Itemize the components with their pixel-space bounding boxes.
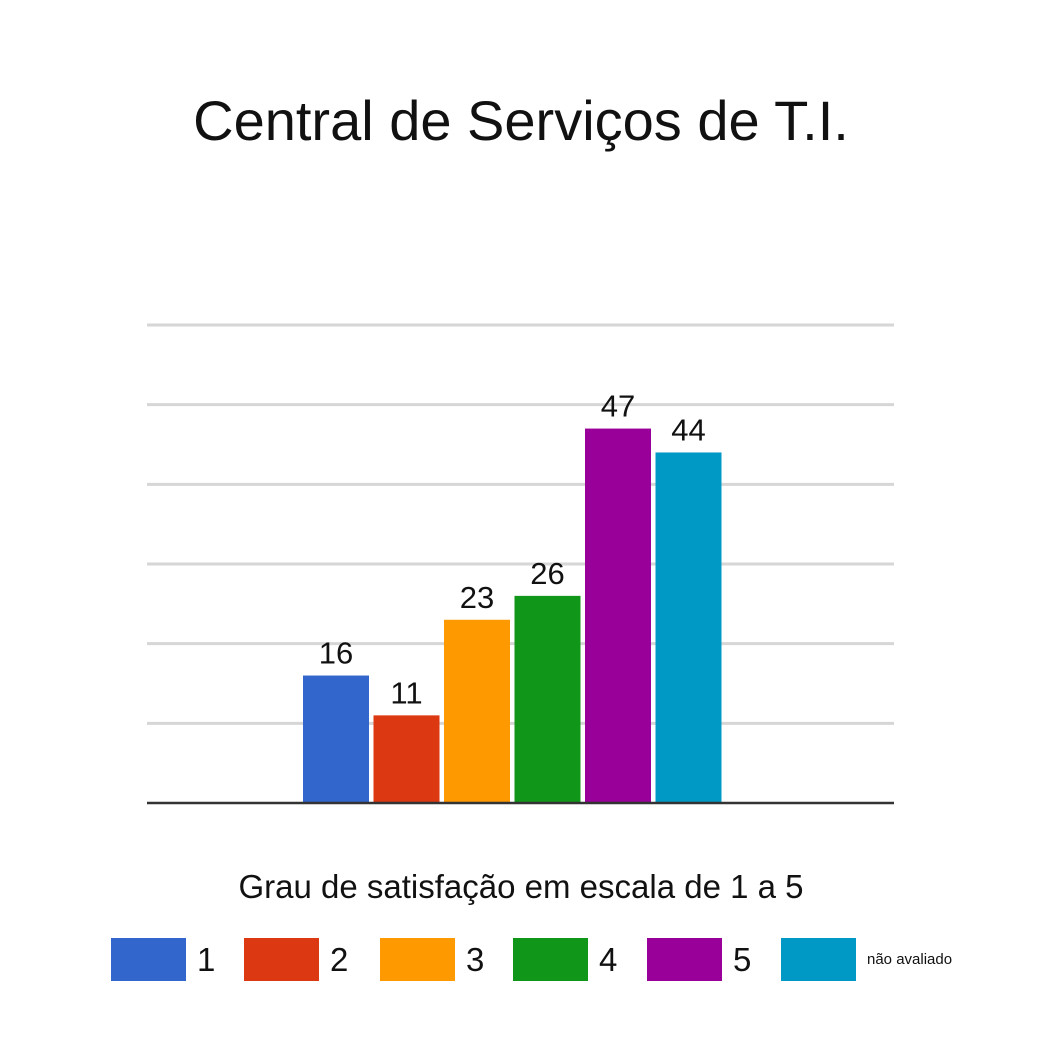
bar-5: [585, 428, 651, 803]
bar-6: [655, 452, 722, 803]
legend-swatch-4: [513, 938, 588, 981]
legend-label-4: 4: [599, 941, 618, 978]
data-label-4: 26: [530, 556, 564, 591]
legend-swatch-6: [781, 938, 856, 981]
bar-1: [303, 675, 369, 803]
legend-label-6: não avaliado: [867, 951, 953, 968]
legend-label-5: 5: [733, 941, 752, 978]
data-label-2: 11: [390, 675, 422, 710]
legend-label-2: 2: [330, 941, 349, 978]
bar-3: [444, 619, 510, 803]
legend-label-1: 1: [197, 941, 216, 978]
bar-2: [373, 715, 440, 803]
legend-swatch-1: [111, 938, 186, 981]
chart-subtitle: Grau de satisfação em escala de 1 a 5: [238, 868, 804, 905]
data-label-3: 23: [460, 580, 494, 615]
data-label-5: 47: [601, 389, 635, 424]
legend-swatch-5: [647, 938, 722, 981]
legend-swatch-2: [244, 938, 319, 981]
data-label-1: 16: [319, 636, 353, 671]
bar-4: [514, 595, 581, 803]
chart-title: Central de Serviços de T.I.: [193, 89, 849, 152]
data-label-6: 44: [671, 412, 705, 447]
data-labels: 16 11 23 26 47 44: [319, 389, 706, 711]
bars: [303, 428, 722, 803]
legend-swatch-3: [380, 938, 455, 981]
legend-label-3: 3: [466, 941, 485, 978]
